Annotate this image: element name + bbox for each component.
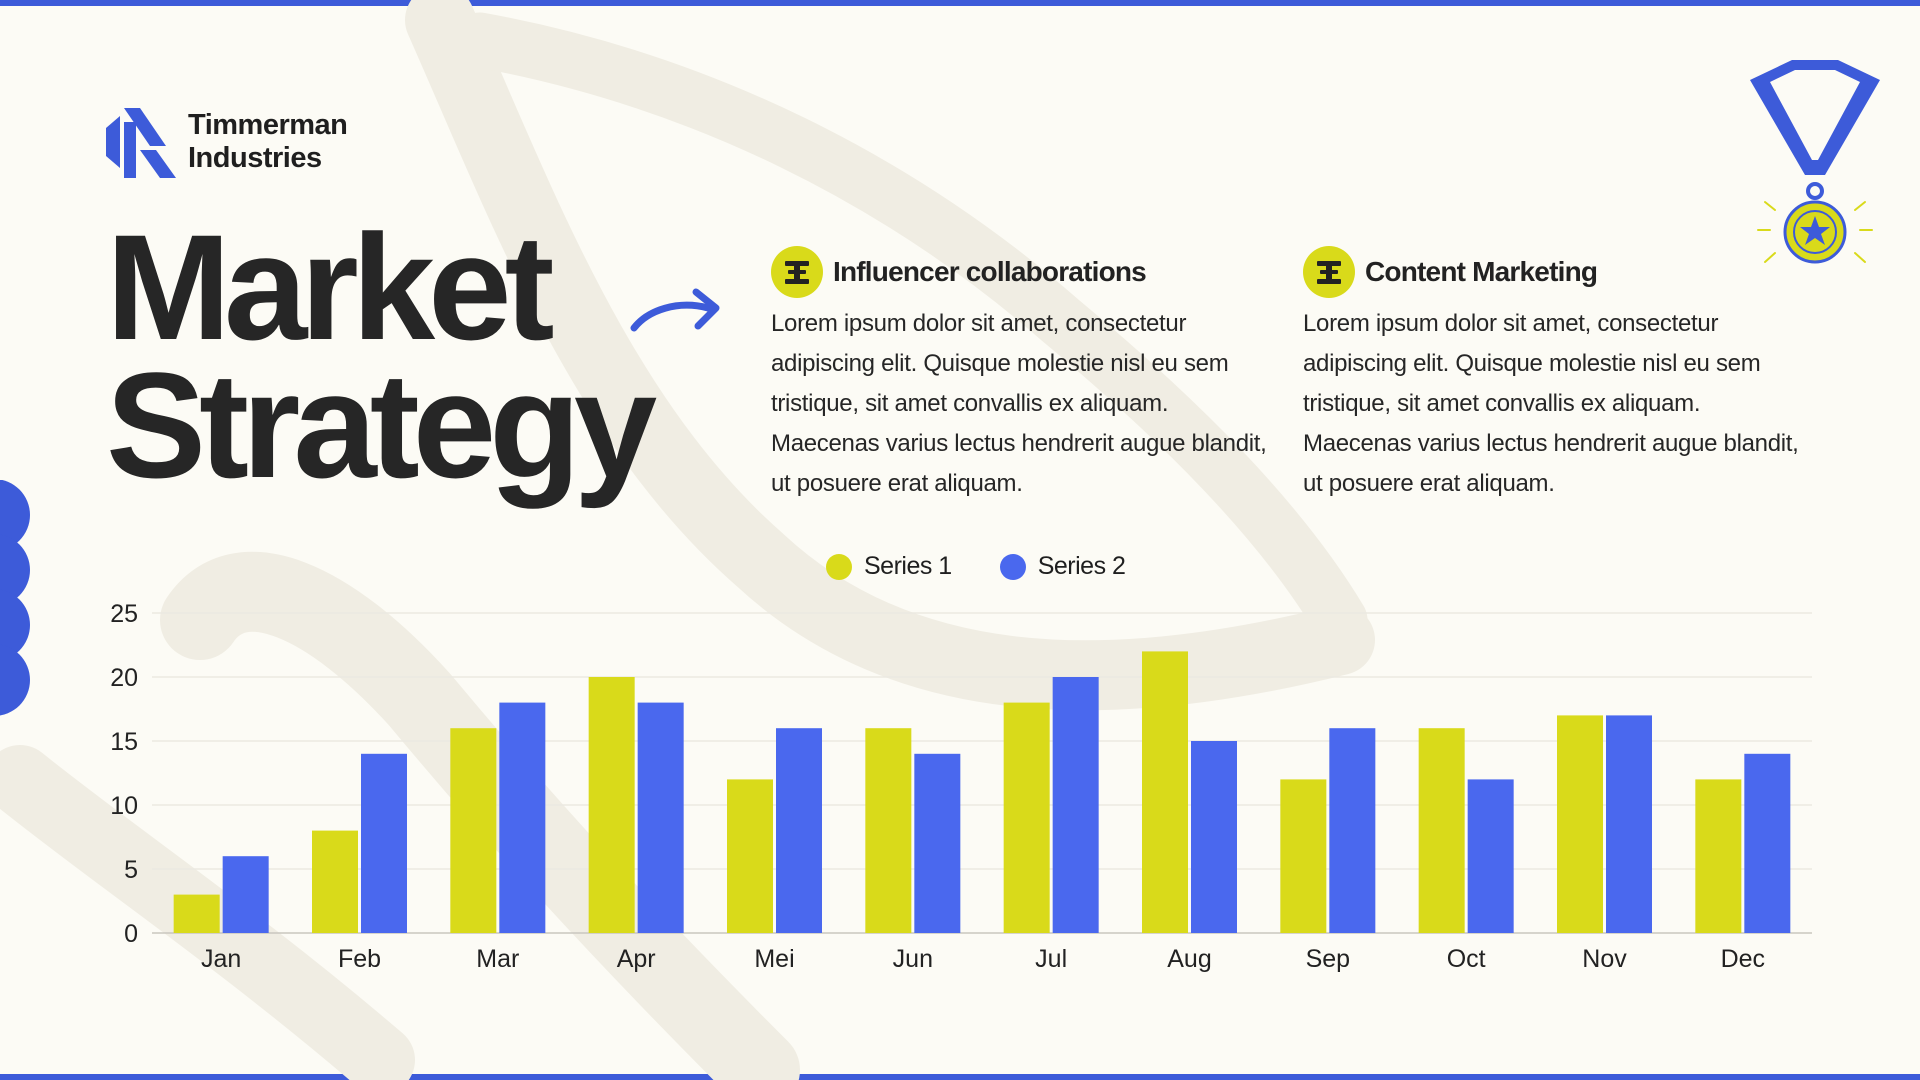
feature-description: Lorem ipsum dolor sit amet, consectetur … [771,310,1267,497]
feature-title: Influencer collaborations [833,256,1147,287]
side-blob-decoration [0,480,30,716]
legend-swatch-series-2 [999,553,1026,580]
company-name-line1: Timmerman [188,109,348,141]
page-title: Market Strategy [106,203,657,509]
chart-legend: Series 1 Series 2 [826,552,1173,581]
feature-influencer: Influencer collaborations Lorem ipsum do… [771,246,1281,504]
bookmark-badge-icon [1303,246,1355,298]
logo-mark-icon [106,108,176,178]
legend-item-series-2: Series 2 [999,552,1126,581]
title-line1: Market [106,203,555,371]
bookmark-badge-icon [771,246,823,298]
top-accent-bar [0,0,1920,6]
feature-content-marketing: Content Marketing Lorem ipsum dolor sit … [1303,246,1813,504]
legend-swatch-series-1 [826,553,852,580]
legend-item-series-1: Series 1 [826,552,952,581]
feature-title: Content Marketing [1365,256,1598,287]
company-name: Timmerman Industries [188,109,348,175]
legend-label-series-2: Series 2 [1037,552,1126,580]
feature-description: Lorem ipsum dolor sit amet, consectetur … [1303,310,1799,497]
company-logo: Timmerman Industries [106,106,348,178]
legend-label-series-1: Series 1 [864,552,952,580]
curved-arrow-icon [630,288,720,332]
company-name-line2: Industries [188,142,322,174]
title-line2: Strategy [106,341,657,509]
medal-icon [1750,60,1880,264]
bottom-accent-bar [0,1074,1920,1080]
